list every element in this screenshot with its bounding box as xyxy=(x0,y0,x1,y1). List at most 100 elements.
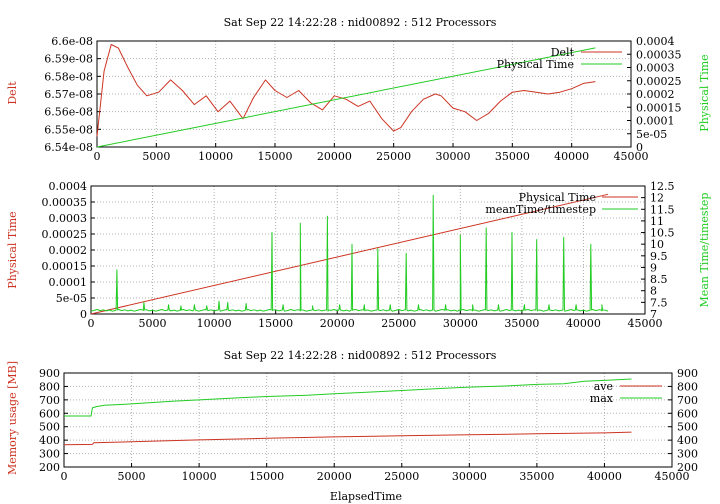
chart1-legend-delt: Delt xyxy=(551,46,575,59)
y-tick-label: 900 xyxy=(39,367,60,380)
y-tick-label: 0.00025 xyxy=(42,228,88,241)
x-tick-label: 30000 xyxy=(452,470,487,483)
x-tick-label: 0 xyxy=(88,317,95,330)
x-tick-label: 20000 xyxy=(317,150,352,163)
y-tick-label: 6.6e-08 xyxy=(51,35,93,48)
x-tick-label: 45000 xyxy=(655,470,690,483)
series-line-meantime-timestep xyxy=(90,194,609,312)
y2-tick-label: 10 xyxy=(650,238,664,251)
y-tick-label: 0.0002 xyxy=(49,244,88,257)
x-tick-label: 5000 xyxy=(142,150,170,163)
y2-tick-label: 0.00025 xyxy=(636,75,682,88)
y-tick-label: 6.54e-08 xyxy=(44,141,93,154)
x-tick-label: 5000 xyxy=(139,317,167,330)
y2-tick-label: 600 xyxy=(677,407,698,420)
y2-tick-label: 0.00015 xyxy=(636,101,682,114)
y2-tick-label: 0.0001 xyxy=(636,115,675,128)
y-tick-label: 500 xyxy=(39,421,60,434)
y2-tick-label: 9 xyxy=(650,261,657,274)
series-line-physical-time xyxy=(90,193,609,315)
y2-tick-label: 8 xyxy=(650,285,657,298)
x-tick-label: 45000 xyxy=(614,150,649,163)
x-tick-label: 20000 xyxy=(320,317,355,330)
y-tick-label: 0.0004 xyxy=(49,180,88,193)
y2-tick-label: 7.5 xyxy=(650,296,668,309)
y2-tick-label: 800 xyxy=(677,380,698,393)
y2-tick-label: 0.0004 xyxy=(636,35,675,48)
series-line-delt xyxy=(96,44,596,137)
y2-tick-label: 700 xyxy=(677,394,698,407)
y-tick-label: 700 xyxy=(39,394,60,407)
y-tick-label: 0 xyxy=(80,308,87,321)
x-tick-label: 35000 xyxy=(504,317,539,330)
x-tick-label: 30000 xyxy=(443,317,478,330)
x-tick-label: 40000 xyxy=(566,317,601,330)
x-tick-label: 0 xyxy=(61,470,68,483)
x-tick-label: 35000 xyxy=(519,470,554,483)
y-tick-label: 400 xyxy=(39,434,60,447)
y2-tick-label: 9.5 xyxy=(650,250,668,263)
y2-tick-label: 0.0002 xyxy=(636,88,675,101)
chart2-legend-meantime: meanTime/timestep xyxy=(485,203,596,216)
series-line-ave xyxy=(63,431,632,446)
y-tick-label: 0.00035 xyxy=(42,196,88,209)
chart1-legend-physical-time: Physical Time xyxy=(497,58,574,71)
x-tick-label: 10000 xyxy=(198,150,233,163)
y-tick-label: 800 xyxy=(39,380,60,393)
y2-tick-label: 400 xyxy=(677,434,698,447)
plot-frame xyxy=(96,40,632,148)
y2-tick-label: 12.5 xyxy=(650,180,675,193)
chart2-plot: 0 5000 10000 15000 20000 25000 30000 35000 40000… xyxy=(42,180,675,330)
chart1-y2label: Physical Time xyxy=(698,54,711,131)
y2-tick-label: 8.5 xyxy=(650,273,668,286)
y-tick-label: 6.59e-08 xyxy=(44,53,93,66)
y2-tick-label: 12 xyxy=(650,192,664,205)
y-tick-label: 0.0003 xyxy=(49,212,88,225)
chart3-legend: ave max xyxy=(590,380,662,405)
x-tick-label: 15000 xyxy=(249,470,284,483)
chart3-legend-ave: ave xyxy=(594,380,613,393)
y2-tick-label: 11.5 xyxy=(650,203,675,216)
chart2-y2label: Mean Time/timestep xyxy=(698,193,711,308)
chart2-ylabel: Physical Time xyxy=(6,211,19,288)
x-tick-label: 45000 xyxy=(628,317,663,330)
x-tick-label: 40000 xyxy=(554,150,589,163)
x-tick-label: 40000 xyxy=(587,470,622,483)
chart3-ylabel: Memory usage [MB] xyxy=(6,361,19,475)
y-tick-label: 6.58e-08 xyxy=(44,70,93,83)
y2-tick-label: 10.5 xyxy=(650,227,675,240)
chart3-title: Sat Sep 22 14:22:28 : nid00892 : 512 Pro… xyxy=(224,349,497,362)
x-tick-label: 20000 xyxy=(317,470,352,483)
series-line-max xyxy=(64,378,632,417)
y2-tick-label: 5e-05 xyxy=(636,128,667,141)
x-tick-label: 25000 xyxy=(381,317,416,330)
x-tick-label: 0 xyxy=(94,150,101,163)
plot-frame xyxy=(63,372,673,468)
x-tick-label: 35000 xyxy=(495,150,530,163)
chart1-ylabel: Delt xyxy=(6,81,19,105)
x-tick-label: 15000 xyxy=(258,317,293,330)
x-tick-label: 30000 xyxy=(436,150,471,163)
chart2-legend-physical-time: Physical Time xyxy=(519,191,596,204)
y-tick-label: 0.0001 xyxy=(49,276,88,289)
chart3-plot: 0 5000 10000 15000 20000 25000 30000 35000 40000… xyxy=(39,367,698,483)
x-tick-label: 5000 xyxy=(118,470,146,483)
x-tick-label: 25000 xyxy=(376,150,411,163)
chart3-legend-max: max xyxy=(590,392,614,405)
y2-tick-label: 900 xyxy=(677,367,698,380)
x-tick-label: 10000 xyxy=(182,470,217,483)
y-tick-label: 6.57e-08 xyxy=(44,88,93,101)
y2-tick-label: 0 xyxy=(636,141,643,154)
y-tick-label: 5e-05 xyxy=(56,292,87,305)
chart1-plot: 0 5000 10000 15000 20000 25000 30000 35000 40000… xyxy=(44,35,681,163)
y2-tick-label: 0.0003 xyxy=(636,62,675,75)
chart3-xlabel: ElapsedTime xyxy=(330,490,402,503)
chart1-legend: Delt Physical Time xyxy=(497,46,622,71)
y2-tick-label: 500 xyxy=(677,421,698,434)
chart1-title: Sat Sep 22 14:22:28 : nid00892 : 512 Pro… xyxy=(224,16,497,29)
y2-tick-label: 200 xyxy=(677,461,698,474)
x-tick-label: 25000 xyxy=(384,470,419,483)
y-tick-label: 200 xyxy=(39,461,60,474)
y-tick-label: 300 xyxy=(39,448,60,461)
